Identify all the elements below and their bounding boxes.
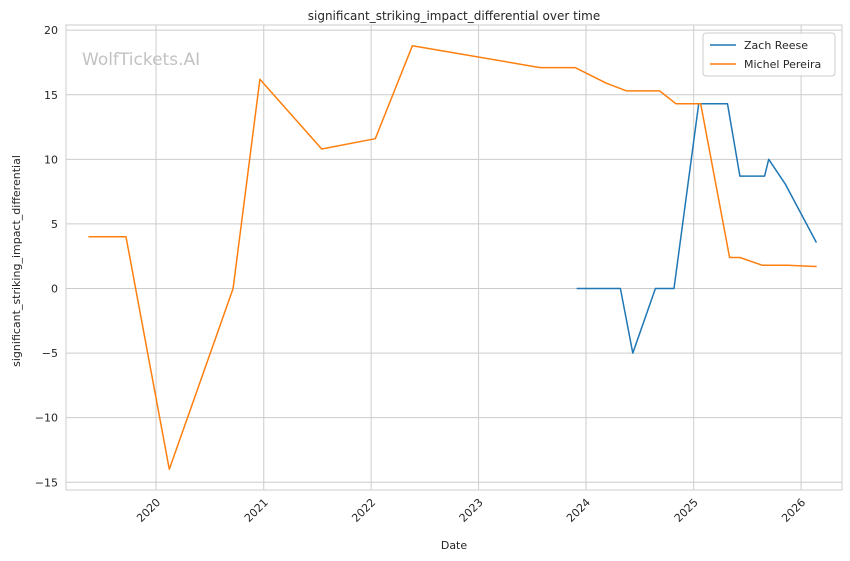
watermark: WolfTickets.AI — [82, 50, 200, 70]
legend: Zach Reese Michel Pereira — [702, 32, 836, 77]
plot-frame — [65, 24, 843, 491]
y-tick-label: −5 — [42, 347, 58, 360]
legend-box — [702, 32, 836, 77]
x-axis-label: Date — [441, 539, 468, 552]
series-line-michel-pereira — [88, 44, 817, 471]
plot-area — [66, 25, 842, 490]
y-tick-label: −10 — [35, 412, 58, 425]
y-tick-label: −15 — [35, 476, 58, 489]
series-layer — [88, 44, 817, 471]
y-tick-label: 5 — [51, 218, 58, 231]
y-tick-label: 20 — [44, 24, 58, 37]
y-tick-label: 10 — [44, 153, 58, 166]
grid — [66, 25, 842, 490]
y-tick-label: 0 — [51, 283, 58, 296]
chart-title: significant_striking_impact_differential… — [308, 9, 600, 23]
y-axis-label: significant_striking_impact_differential — [10, 155, 23, 367]
legend-label-zach-reese: Zach Reese — [744, 39, 808, 52]
legend-label-michel-pereira: Michel Pereira — [744, 58, 821, 71]
y-tick-label: 15 — [44, 89, 58, 102]
series-line-zach-reese — [576, 103, 817, 354]
